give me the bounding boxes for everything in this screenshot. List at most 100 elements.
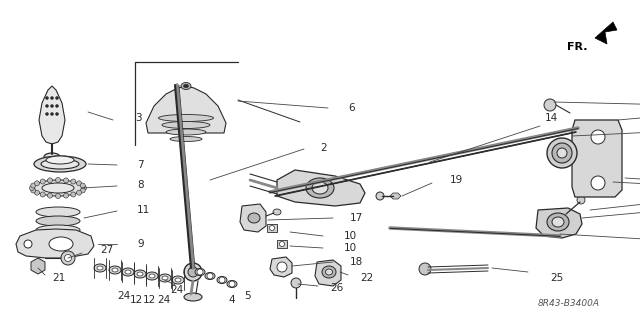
Polygon shape: [315, 260, 341, 286]
Ellipse shape: [159, 274, 171, 282]
Ellipse shape: [159, 115, 214, 122]
Text: 24: 24: [117, 291, 131, 301]
Circle shape: [80, 188, 85, 193]
Polygon shape: [31, 258, 45, 274]
Circle shape: [35, 190, 40, 195]
Circle shape: [71, 192, 76, 197]
Ellipse shape: [94, 264, 106, 272]
Text: 10: 10: [344, 231, 357, 241]
Ellipse shape: [184, 84, 189, 88]
Circle shape: [63, 193, 68, 198]
Ellipse shape: [322, 266, 336, 278]
Ellipse shape: [273, 209, 281, 215]
Ellipse shape: [217, 277, 227, 284]
Ellipse shape: [34, 156, 86, 172]
Text: 27: 27: [100, 245, 113, 255]
Circle shape: [280, 241, 285, 247]
Text: 3: 3: [135, 113, 141, 123]
Ellipse shape: [547, 213, 569, 231]
Ellipse shape: [181, 83, 191, 90]
Polygon shape: [270, 257, 292, 277]
Ellipse shape: [552, 143, 572, 163]
Polygon shape: [390, 193, 401, 199]
Ellipse shape: [36, 225, 80, 235]
Circle shape: [277, 262, 287, 272]
Circle shape: [31, 188, 36, 193]
Circle shape: [40, 179, 45, 184]
Ellipse shape: [46, 156, 74, 164]
Circle shape: [80, 183, 85, 188]
Circle shape: [31, 183, 36, 188]
Polygon shape: [39, 86, 65, 144]
Ellipse shape: [36, 234, 80, 244]
Circle shape: [51, 97, 54, 100]
Text: 21: 21: [52, 273, 65, 283]
Circle shape: [229, 281, 235, 287]
Polygon shape: [572, 120, 622, 197]
Text: 19: 19: [450, 175, 463, 185]
Circle shape: [56, 194, 61, 198]
Text: 18: 18: [350, 257, 364, 267]
Polygon shape: [16, 229, 94, 258]
Ellipse shape: [97, 266, 103, 270]
Circle shape: [577, 196, 585, 204]
Text: 25: 25: [550, 273, 563, 283]
Text: 12: 12: [143, 295, 156, 305]
Circle shape: [45, 113, 49, 115]
Ellipse shape: [162, 276, 168, 280]
Ellipse shape: [109, 266, 121, 274]
Circle shape: [77, 190, 81, 195]
Ellipse shape: [36, 216, 80, 226]
Polygon shape: [536, 208, 582, 238]
Text: 8R43-B3400A: 8R43-B3400A: [538, 299, 600, 308]
Ellipse shape: [248, 213, 260, 223]
Circle shape: [65, 255, 72, 262]
Text: 14: 14: [545, 113, 558, 123]
Text: 24: 24: [157, 295, 170, 305]
Text: FR.: FR.: [567, 42, 588, 52]
Text: 6: 6: [348, 103, 355, 113]
Text: 8: 8: [137, 180, 143, 190]
Text: 9: 9: [137, 239, 143, 249]
Circle shape: [56, 105, 58, 108]
Ellipse shape: [306, 178, 334, 198]
Text: 4: 4: [228, 295, 235, 305]
Ellipse shape: [547, 138, 577, 168]
Ellipse shape: [312, 182, 328, 194]
Ellipse shape: [49, 237, 73, 251]
Ellipse shape: [162, 122, 210, 129]
Ellipse shape: [552, 217, 564, 227]
Polygon shape: [240, 204, 266, 232]
Circle shape: [51, 113, 54, 115]
Circle shape: [47, 193, 52, 198]
Ellipse shape: [149, 274, 155, 278]
Circle shape: [71, 179, 76, 184]
Text: 5: 5: [244, 291, 251, 301]
Circle shape: [291, 278, 301, 288]
Ellipse shape: [170, 137, 202, 142]
Circle shape: [56, 177, 61, 182]
Circle shape: [51, 105, 54, 108]
Polygon shape: [595, 22, 617, 44]
Ellipse shape: [33, 180, 83, 196]
Circle shape: [24, 240, 32, 248]
Circle shape: [45, 105, 49, 108]
Ellipse shape: [122, 268, 134, 276]
Polygon shape: [277, 240, 287, 248]
Ellipse shape: [146, 272, 158, 280]
Circle shape: [56, 97, 58, 100]
Circle shape: [269, 226, 275, 231]
Text: 22: 22: [360, 273, 373, 283]
Circle shape: [376, 192, 384, 200]
Polygon shape: [277, 170, 365, 206]
Circle shape: [56, 113, 58, 115]
Circle shape: [40, 192, 45, 197]
Ellipse shape: [184, 293, 202, 301]
Ellipse shape: [112, 268, 118, 272]
Ellipse shape: [175, 278, 181, 282]
Ellipse shape: [557, 148, 567, 158]
Circle shape: [29, 186, 35, 190]
Circle shape: [63, 178, 68, 183]
Circle shape: [197, 269, 203, 275]
Polygon shape: [267, 224, 277, 232]
